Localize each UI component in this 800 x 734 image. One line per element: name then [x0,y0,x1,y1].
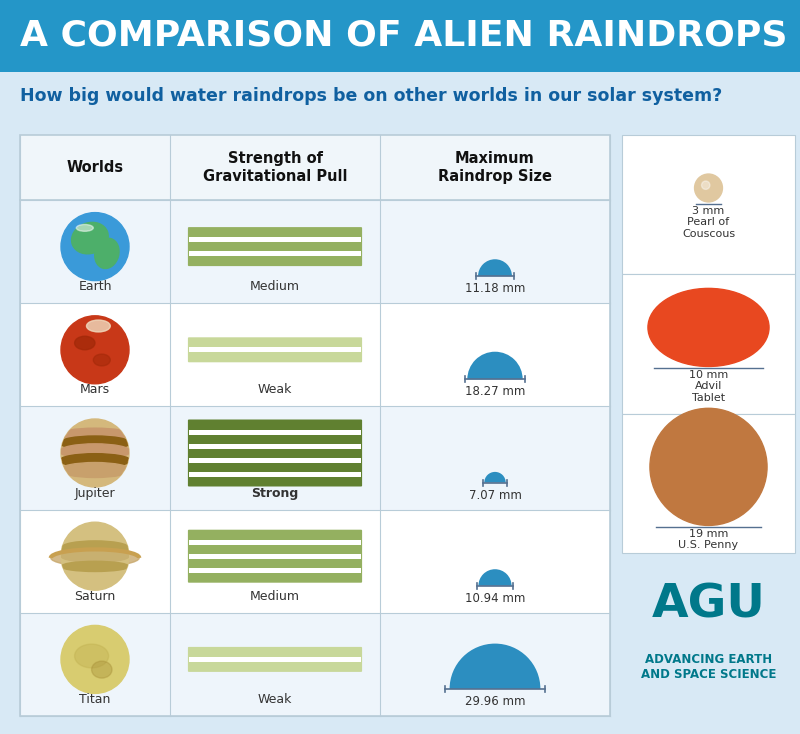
Text: Jupiter: Jupiter [74,487,115,500]
Circle shape [694,174,722,202]
Text: 10.94 mm: 10.94 mm [465,592,525,605]
Ellipse shape [76,225,94,231]
Bar [20,200,610,303]
Text: ADVANCING EARTH
AND SPACE SCIENCE: ADVANCING EARTH AND SPACE SCIENCE [641,653,776,680]
Text: Mars: Mars [80,383,110,396]
Wedge shape [467,352,522,379]
Text: 18.27 mm: 18.27 mm [465,385,525,399]
Bar [0,0,800,72]
Text: Weak: Weak [258,383,292,396]
Text: AGU: AGU [651,582,766,627]
Bar [189,237,361,242]
Bar [189,657,361,662]
Circle shape [61,213,129,280]
Bar [189,553,361,559]
Bar [20,613,610,716]
Bar [189,567,361,573]
Text: Maximum
Raindrop Size: Maximum Raindrop Size [438,151,552,184]
Text: U.S. Penny: U.S. Penny [678,540,738,550]
Text: Earth: Earth [78,280,112,293]
Bar [189,443,361,448]
Wedge shape [478,259,512,276]
FancyBboxPatch shape [188,227,362,266]
Text: Saturn: Saturn [74,590,116,603]
Text: Worlds: Worlds [66,160,123,175]
Ellipse shape [74,336,95,350]
Bar [189,457,361,462]
Ellipse shape [86,320,110,332]
Ellipse shape [61,541,129,554]
Text: A COMPARISON OF ALIEN RAINDROPS: A COMPARISON OF ALIEN RAINDROPS [20,19,787,53]
Circle shape [61,419,129,487]
FancyBboxPatch shape [188,338,362,363]
Ellipse shape [94,239,119,269]
Bar [189,429,361,435]
Ellipse shape [74,644,109,668]
Bar [189,347,361,352]
Circle shape [61,522,129,590]
Text: Strong: Strong [251,487,298,500]
Text: 7.07 mm: 7.07 mm [469,489,522,501]
Bar [622,414,795,553]
Ellipse shape [91,661,112,678]
Ellipse shape [648,288,769,366]
Text: Pearl of
Couscous: Pearl of Couscous [682,217,735,239]
Text: Medium: Medium [250,280,300,293]
Text: Medium: Medium [250,590,300,603]
Bar [622,275,795,414]
Circle shape [650,408,767,526]
Ellipse shape [51,550,139,567]
FancyBboxPatch shape [188,647,362,672]
Ellipse shape [59,454,130,468]
Ellipse shape [61,550,129,562]
FancyBboxPatch shape [188,530,362,583]
Bar [20,135,610,716]
Wedge shape [478,570,511,586]
Ellipse shape [61,562,129,572]
Ellipse shape [61,551,129,564]
Bar [622,135,795,275]
FancyBboxPatch shape [188,420,362,487]
Wedge shape [450,644,541,689]
Text: Strength of
Gravitational Pull: Strength of Gravitational Pull [202,151,347,184]
Text: 3 mm: 3 mm [692,206,725,216]
Ellipse shape [71,222,108,254]
Text: 10 mm: 10 mm [689,371,728,380]
Text: 11.18 mm: 11.18 mm [465,282,525,295]
Circle shape [61,316,129,384]
Bar [189,471,361,476]
Bar [20,135,610,200]
Text: Weak: Weak [258,693,292,706]
Text: Titan: Titan [79,693,110,706]
Ellipse shape [59,428,130,440]
Text: 29.96 mm: 29.96 mm [465,695,526,708]
Bar [20,407,610,509]
Text: How big would water raindrops be on other worlds in our solar system?: How big would water raindrops be on othe… [20,87,722,105]
Ellipse shape [94,354,110,366]
Wedge shape [484,472,506,482]
Ellipse shape [59,436,130,450]
Text: Advil
Tablet: Advil Tablet [692,382,725,403]
Bar [189,539,361,545]
Circle shape [702,181,710,189]
Circle shape [61,625,129,694]
Bar [189,251,361,256]
Bar [20,135,610,716]
Ellipse shape [59,444,130,459]
Ellipse shape [59,462,130,478]
Text: 19 mm: 19 mm [689,529,728,539]
